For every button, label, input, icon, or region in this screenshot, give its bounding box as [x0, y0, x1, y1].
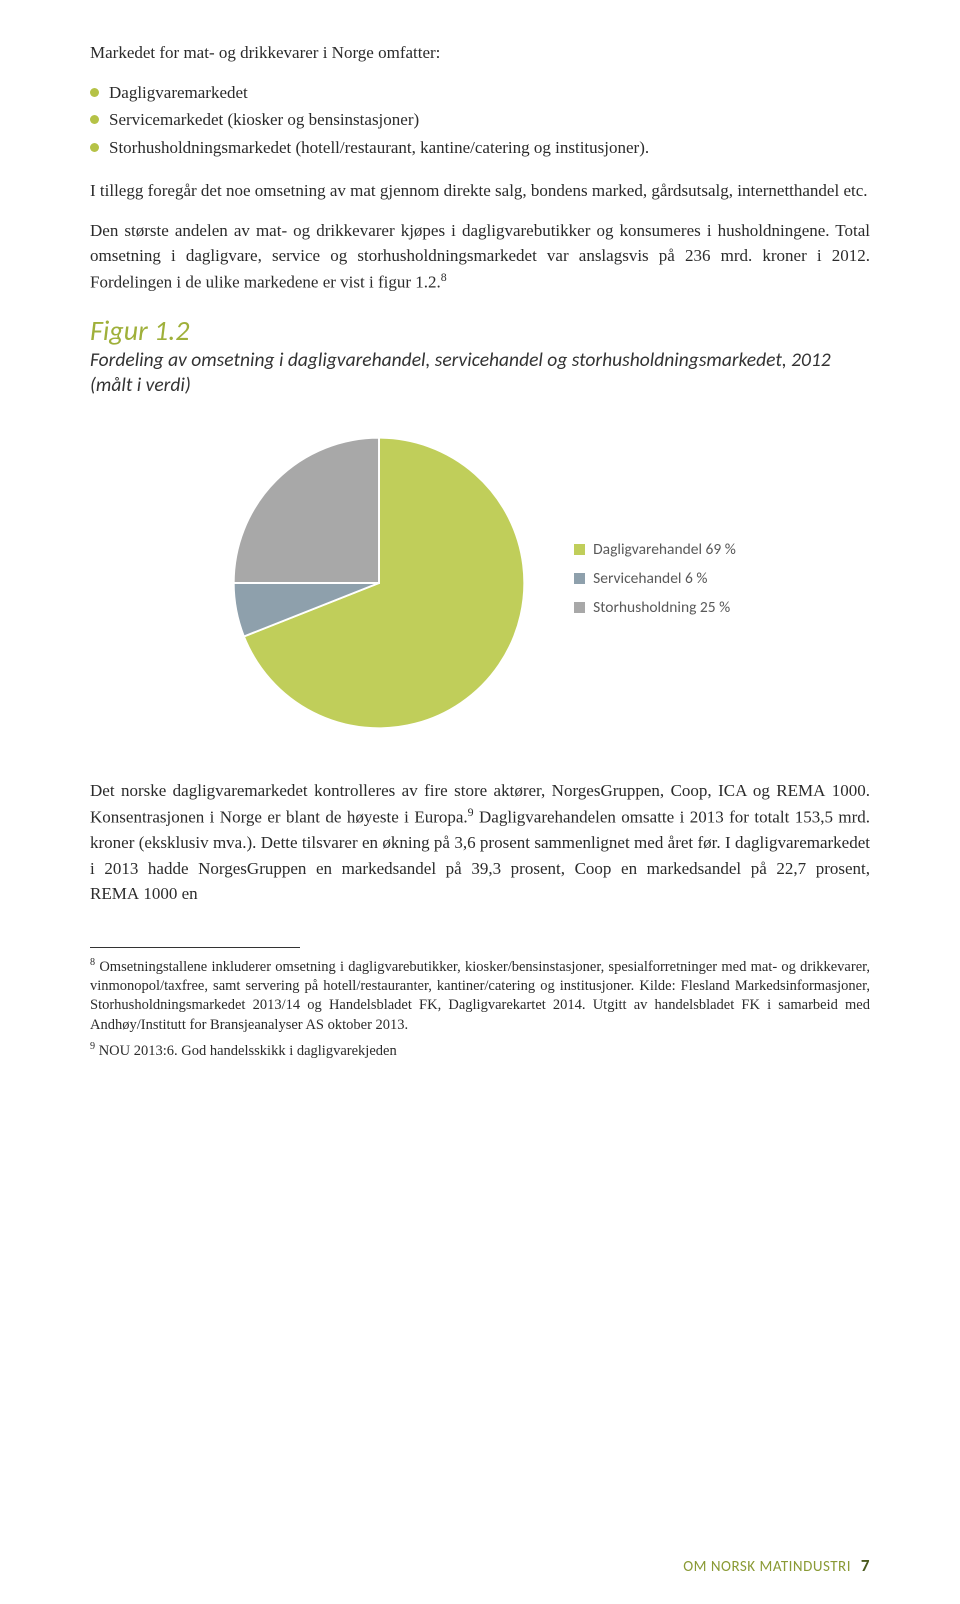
legend-label: Storhusholdning 25 % — [593, 598, 730, 617]
page-footer: OM NORSK MATINDUSTRI 7 — [683, 1555, 870, 1576]
figure-title: Figur 1.2 — [90, 313, 870, 348]
page-number: 7 — [861, 1555, 870, 1576]
bullet-item: Dagligvaremarkedet — [90, 80, 870, 106]
bullet-item: Servicemarkedet (kiosker og bensinstasjo… — [90, 107, 870, 133]
legend-swatch — [574, 602, 585, 613]
footnote-8: 8 Omsetningstallene inkluderer omsetning… — [90, 956, 870, 1036]
footnote-num: 9 — [90, 1041, 95, 1052]
body-para-4: Det norske dagligvaremarkedet kontroller… — [90, 778, 870, 906]
legend-swatch — [574, 573, 585, 584]
legend-item: Servicehandel 6 % — [574, 569, 736, 588]
bullet-text: Storhusholdningsmarkedet (hotell/restaur… — [109, 135, 649, 161]
legend-item: Storhusholdning 25 % — [574, 598, 736, 617]
legend-item: Dagligvarehandel 69 % — [574, 540, 736, 559]
footnote-ref-8: 8 — [441, 270, 447, 284]
legend-label: Dagligvarehandel 69 % — [593, 540, 736, 559]
bullet-icon — [90, 88, 99, 97]
footnote-text: Omsetningstallene inkluderer omsetning i… — [90, 958, 870, 1033]
footnote-9: 9 NOU 2013:6. God handelsskikk i dagligv… — [90, 1040, 870, 1061]
footnote-num: 8 — [90, 957, 95, 968]
pie-slice — [234, 438, 379, 583]
bullet-icon — [90, 115, 99, 124]
pie-chart-container: Dagligvarehandel 69 % Servicehandel 6 % … — [90, 428, 870, 738]
bullet-list: Dagligvaremarkedet Servicemarkedet (kios… — [90, 80, 870, 161]
body-para-2: I tillegg foregår det noe omsetning av m… — [90, 178, 870, 204]
para3-text: Den største andelen av mat- og drikkevar… — [90, 221, 870, 292]
intro-para: Markedet for mat- og drikkevarer i Norge… — [90, 40, 870, 66]
bullet-icon — [90, 143, 99, 152]
footer-label: OM NORSK MATINDUSTRI — [683, 1558, 851, 1576]
legend-label: Servicehandel 6 % — [593, 569, 707, 588]
bullet-item: Storhusholdningsmarkedet (hotell/restaur… — [90, 135, 870, 161]
footnote-text: NOU 2013:6. God handelsskikk i dagligvar… — [99, 1042, 397, 1058]
figure-caption: Fordeling av omsetning i dagligvarehande… — [90, 348, 870, 399]
footnote-separator — [90, 947, 300, 948]
body-para-3: Den største andelen av mat- og drikkevar… — [90, 218, 870, 295]
chart-legend: Dagligvarehandel 69 % Servicehandel 6 % … — [574, 540, 736, 627]
bullet-text: Servicemarkedet (kiosker og bensinstasjo… — [109, 107, 419, 133]
legend-swatch — [574, 544, 585, 555]
bullet-text: Dagligvaremarkedet — [109, 80, 248, 106]
pie-chart — [224, 428, 534, 738]
